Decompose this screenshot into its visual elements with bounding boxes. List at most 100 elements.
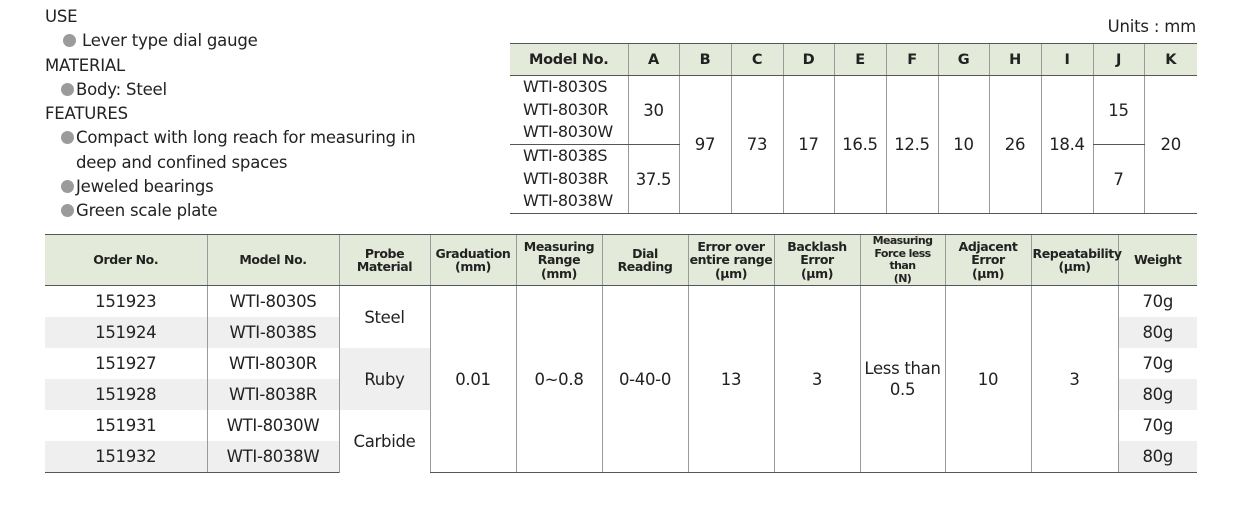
table-row: 151931 WTI-8030W Carbide 70g — [45, 410, 1197, 473]
dimension-header-row: Model No. A B C D E F G H I J K — [510, 43, 1197, 76]
model-number: WTI-8038S — [206, 317, 339, 348]
use-item-text: Lever type dial gauge — [82, 31, 258, 51]
table-row: 151927 WTI-8030R Ruby 70g — [45, 348, 1197, 410]
error-range-value: 13 — [687, 285, 774, 473]
dim-i: 18.4 — [1040, 75, 1093, 214]
dim-header-b: B — [678, 43, 731, 76]
measuring-force-value: Less than 0.5 — [859, 285, 945, 473]
feature-text: Green scale plate — [76, 201, 218, 221]
weight-value: 70g — [1117, 348, 1197, 379]
use-heading: USE — [45, 7, 78, 26]
weight-value: 80g — [1117, 441, 1197, 473]
features-heading: FEATURES — [45, 104, 128, 124]
header-weight: Weight — [1117, 234, 1197, 286]
weight-value: 70g — [1117, 285, 1197, 317]
units-label: Units : mm — [1107, 17, 1197, 36]
dimension-table: Model No. A B C D E F G H I J K WTI-8030… — [510, 43, 1197, 214]
model-name: WTI-8038W — [523, 191, 613, 211]
bullet-icon — [61, 204, 74, 218]
order-table: Order No. Model No. Probe Material Gradua… — [45, 234, 1197, 473]
bullet-icon — [61, 82, 74, 96]
dim-header-c: C — [730, 43, 783, 76]
feature-item: Green scale plate — [45, 199, 416, 223]
header-probe-material: Probe Material — [338, 234, 430, 286]
measuring-range-value: 0∼0.8 — [515, 285, 602, 473]
dimension-row: WTI-8030S WTI-8030R WTI-8030W 30 97 73 1… — [510, 75, 1197, 214]
dim-f: 12.5 — [885, 75, 938, 214]
bullet-icon — [61, 131, 74, 145]
dim-header-model: Model No. — [510, 43, 628, 76]
header-backlash: Backlash Error (μm) — [773, 234, 860, 286]
dim-header-k: K — [1143, 43, 1197, 76]
table-row: 151923 WTI-8030S Steel 0.01 0∼0.8 0-40-0… — [45, 285, 1197, 473]
dimension-row: WTI-8038S WTI-8038R WTI-8038W 37.5 7 — [510, 144, 1197, 214]
bullet-icon — [63, 34, 76, 48]
header-dial-reading: Dial Reading — [601, 234, 688, 286]
order-number: 151927 — [95, 354, 157, 373]
weight-value: 80g — [1117, 317, 1197, 348]
dim-header-d: D — [782, 43, 834, 76]
header-adjacent-error: Adjacent Error (μm) — [944, 234, 1031, 286]
material-heading: MATERIAL — [45, 55, 125, 75]
order-number: 151923 — [95, 292, 157, 311]
probe-material-ruby: Ruby — [338, 348, 430, 410]
dim-d: 17 — [782, 75, 834, 214]
product-info: USE Lever type dial gauge MATERIAL Body:… — [45, 5, 416, 224]
dim-models-group1: WTI-8030S WTI-8030R WTI-8030W — [510, 75, 628, 145]
probe-material-steel: Steel — [338, 285, 430, 348]
dim-g: 10 — [937, 75, 989, 214]
header-measuring-force: Measuring Force less than (N) — [859, 234, 945, 286]
model-number: WTI-8030R — [206, 348, 339, 379]
dim-a-group1: 30 — [627, 75, 679, 145]
weight-value: 80g — [1117, 379, 1197, 410]
repeatability-value: 3 — [1030, 285, 1118, 473]
header-graduation: Graduation (mm) — [429, 234, 516, 286]
feature-text: Jeweled bearings — [76, 177, 214, 197]
order-number: 151931 — [95, 416, 157, 435]
dim-header-f: F — [885, 43, 938, 76]
dial-reading-value: 0-40-0 — [601, 285, 688, 473]
adjacent-error-value: 10 — [944, 285, 1031, 473]
feature-text: Compact with long reach for measuring in — [76, 128, 416, 148]
order-number: 151924 — [45, 317, 207, 348]
bullet-icon — [61, 180, 74, 194]
model-number: WTI-8038W — [206, 441, 339, 473]
model-name: WTI-8030R — [523, 99, 609, 119]
model-number: WTI-8030W — [206, 410, 339, 441]
model-name: WTI-8030W — [523, 122, 613, 142]
backlash-value: 3 — [773, 285, 860, 473]
order-number: 151928 — [45, 379, 207, 410]
header-error-range: Error over entire range (μm) — [687, 234, 774, 286]
order-number: 151932 — [45, 441, 207, 473]
dim-e: 16.5 — [833, 75, 886, 214]
model-name: WTI-8030S — [523, 77, 608, 97]
dim-h: 26 — [988, 75, 1041, 214]
table-row: 151924 WTI-8038S 80g — [45, 317, 1197, 348]
dim-k: 20 — [1143, 75, 1197, 214]
dim-header-h: H — [988, 43, 1041, 76]
use-item: Lever type dial gauge — [45, 29, 416, 53]
dim-header-i: I — [1040, 43, 1093, 76]
feature-item: Compact with long reach for measuring in — [45, 126, 416, 150]
probe-material-carbide: Carbide — [338, 410, 430, 473]
weight-value: 70g — [1117, 410, 1197, 441]
header-model-no: Model No. — [206, 234, 339, 286]
dim-header-g: G — [937, 43, 989, 76]
model-name: WTI-8038S — [523, 146, 608, 166]
dim-models-group2: WTI-8038S WTI-8038R WTI-8038W — [510, 144, 628, 214]
header-measuring-range: Measuring Range (mm) — [515, 234, 602, 286]
feature-item-continuation: deep and confined spaces — [76, 152, 288, 172]
dim-a-group2: 37.5 — [627, 144, 679, 214]
dim-j-group1: 15 — [1092, 75, 1144, 145]
model-number: WTI-8030S — [206, 285, 339, 317]
dim-c: 73 — [730, 75, 783, 214]
order-header-row: Order No. Model No. Probe Material Gradua… — [45, 234, 1197, 286]
model-name: WTI-8038R — [523, 168, 609, 188]
table-row: 151932 WTI-8038W 80g — [45, 441, 1197, 473]
material-item-text: Body: Steel — [76, 79, 167, 99]
material-item: Body: Steel — [45, 78, 416, 102]
dim-j-group2: 7 — [1092, 144, 1144, 214]
table-row: 151928 WTI-8038R 80g — [45, 379, 1197, 410]
feature-item: Jeweled bearings — [45, 175, 416, 199]
dim-header-e: E — [833, 43, 886, 76]
